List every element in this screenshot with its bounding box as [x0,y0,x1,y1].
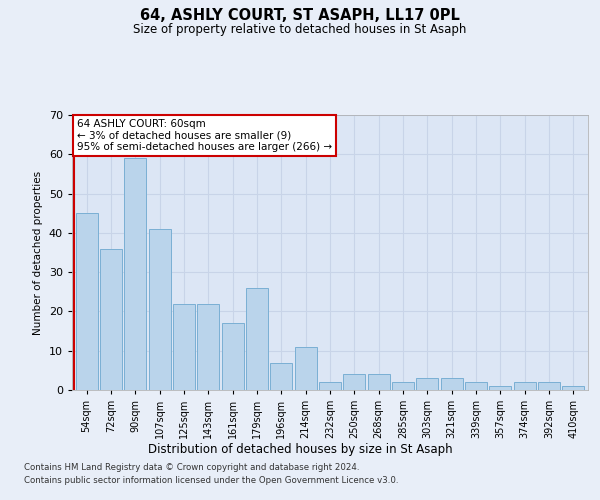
Bar [343,374,365,390]
Bar [246,288,268,390]
Bar [490,386,511,390]
Text: Distribution of detached houses by size in St Asaph: Distribution of detached houses by size … [148,442,452,456]
Text: Size of property relative to detached houses in St Asaph: Size of property relative to detached ho… [133,22,467,36]
Bar [538,382,560,390]
Bar [295,347,317,390]
Bar [221,323,244,390]
Text: 64, ASHLY COURT, ST ASAPH, LL17 0PL: 64, ASHLY COURT, ST ASAPH, LL17 0PL [140,8,460,22]
Bar [319,382,341,390]
Y-axis label: Number of detached properties: Number of detached properties [33,170,43,334]
Bar [368,374,389,390]
Bar [197,304,219,390]
Bar [392,382,414,390]
Bar [416,378,439,390]
Text: Contains public sector information licensed under the Open Government Licence v3: Contains public sector information licen… [24,476,398,485]
Bar [100,248,122,390]
Bar [124,158,146,390]
Text: 64 ASHLY COURT: 60sqm
← 3% of detached houses are smaller (9)
95% of semi-detach: 64 ASHLY COURT: 60sqm ← 3% of detached h… [77,119,332,152]
Bar [271,362,292,390]
Bar [441,378,463,390]
Bar [514,382,536,390]
Text: Contains HM Land Registry data © Crown copyright and database right 2024.: Contains HM Land Registry data © Crown c… [24,464,359,472]
Bar [76,213,98,390]
Bar [465,382,487,390]
Bar [173,304,195,390]
Bar [562,386,584,390]
Bar [149,229,170,390]
